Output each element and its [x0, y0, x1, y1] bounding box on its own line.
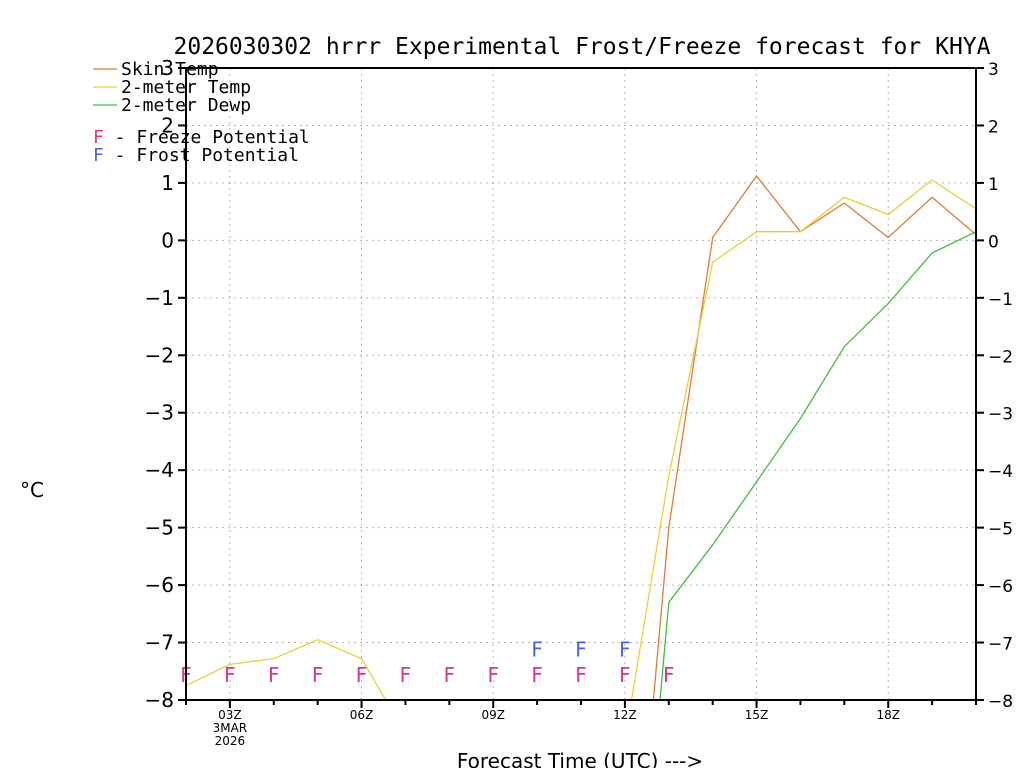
- x-tick-label: 15Z: [745, 708, 769, 722]
- chart-title: 2026030302 hrrr Experimental Frost/Freez…: [174, 34, 991, 60]
- y-tick-label-left: 0: [161, 228, 174, 252]
- marker-legend-text: - Freeze Potential: [104, 127, 310, 148]
- freeze-marker: F: [312, 663, 324, 687]
- series-lines: [185, 174, 977, 701]
- y-tick-label-left: 3: [161, 56, 174, 80]
- y-tick-label-left: −7: [145, 631, 174, 655]
- legend-label: 2-meter Temp: [121, 77, 251, 98]
- x-tick-label: 06Z: [350, 708, 374, 722]
- legend-label: Skin Temp: [121, 59, 219, 80]
- freeze-marker: F: [487, 663, 499, 687]
- frost-marker: F: [619, 637, 631, 661]
- y-tick-label-right: 0: [988, 232, 999, 252]
- y-tick-label-right: −7: [988, 635, 1013, 655]
- y-tick-label-right: −3: [988, 405, 1013, 425]
- freeze-marker: F: [619, 663, 631, 687]
- y-tick-label-right: 1: [988, 175, 999, 195]
- x-axis-label: Forecast Time (UTC) --->: [457, 749, 703, 768]
- y-axis-label: °C: [20, 478, 44, 502]
- y-tick-label-right: −1: [988, 290, 1013, 310]
- x-tick-sublabel: 2026: [215, 734, 246, 748]
- y-tick-label-left: −4: [145, 458, 174, 482]
- y-tick-label-left: −2: [145, 343, 174, 367]
- freeze-marker: F: [224, 663, 236, 687]
- x-tick-label: 09Z: [481, 708, 505, 722]
- x-tick-sublabel: 3MAR: [213, 721, 248, 735]
- y-tick-label-right: −6: [988, 577, 1013, 597]
- legend-label: 2-meter Dewp: [121, 95, 251, 116]
- series-line-2-meter-dewp: [659, 231, 977, 701]
- y-tick-label-right: 2: [988, 117, 999, 137]
- frost-marker: F: [531, 637, 543, 661]
- frost-marker: F: [575, 637, 587, 661]
- y-tick-label-left: −3: [145, 401, 174, 425]
- y-tick-label-left: −8: [145, 688, 174, 712]
- plot-frame: [185, 67, 977, 701]
- x-tick-label: 12Z: [613, 708, 637, 722]
- y-tick-label-left: 2: [161, 113, 174, 137]
- freeze-marker: F: [663, 663, 675, 687]
- freeze-marker: F: [356, 663, 368, 687]
- marker-legend-label: F - Freeze Potential: [93, 127, 310, 148]
- y-tick-label-left: 1: [161, 171, 174, 195]
- y-tick-label-right: −2: [988, 347, 1013, 367]
- freeze-marker: F: [444, 663, 456, 687]
- marker-legend-label: F - Frost Potential: [93, 145, 299, 166]
- y-axis-left: 3 2 1 0 −1 −2 −3 −4 −5 −6 −7 −8: [145, 56, 186, 712]
- freeze-marker: F: [268, 663, 280, 687]
- series-line-2-meter-temp: [185, 179, 977, 701]
- potential-markers: F F F F F F F F F F F FF F F: [180, 637, 674, 687]
- series-line-skin-temp: [652, 174, 977, 701]
- freeze-marker: F: [531, 663, 543, 687]
- y-tick-label-right: −8: [988, 692, 1013, 712]
- y-tick-label-left: −1: [145, 286, 174, 310]
- freeze-marker: F: [400, 663, 412, 687]
- y-tick-label-right: −4: [988, 462, 1013, 482]
- freeze-marker: F: [575, 663, 587, 687]
- y-tick-label-left: −6: [145, 573, 174, 597]
- y-tick-label-left: −5: [145, 516, 174, 540]
- marker-legend-symbol: F: [93, 145, 104, 166]
- marker-legend-text: - Frost Potential: [104, 145, 299, 166]
- y-tick-label-right: −5: [988, 520, 1013, 540]
- y-tick-label-right: 3: [988, 60, 999, 80]
- x-tick-label: 03Z: [218, 708, 242, 722]
- y-axis-right: 3 2 1 0 −1 −2 −3 −4 −5 −6 −7 −8: [976, 60, 1013, 712]
- grid: [186, 68, 976, 700]
- marker-legend-symbol: F: [93, 127, 104, 148]
- x-tick-label: 18Z: [876, 708, 900, 722]
